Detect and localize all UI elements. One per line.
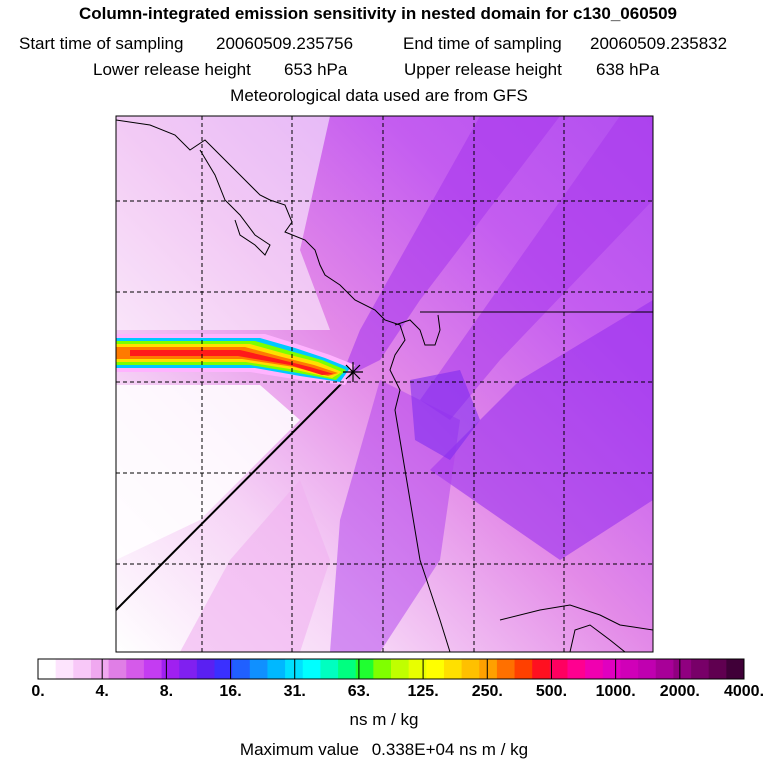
colorbar-cell: [443, 659, 462, 679]
colorbar-cell: [426, 659, 445, 679]
coastline: [116, 119, 451, 652]
colorbar-cell: [602, 659, 621, 679]
start-time-value: 20060509.235756: [216, 34, 354, 53]
colorbar-cell: [338, 659, 357, 679]
colorbar-cell: [285, 659, 304, 679]
colorbar-cell: [38, 659, 57, 679]
colorbar-tick-label: 2000.: [659, 683, 700, 700]
colorbar-tick-label: 63.: [347, 683, 371, 700]
colorbar-cell: [479, 659, 498, 679]
colorbar-cell: [126, 659, 145, 679]
border-line-2: [499, 604, 653, 631]
colorbar-cell: [673, 659, 692, 679]
colorbar-cell: [373, 659, 392, 679]
purple-band-1: [340, 116, 560, 380]
colorbar-cell: [532, 659, 551, 679]
colorbar-cell: [655, 659, 674, 679]
lower-release-value: 653 hPa: [284, 60, 348, 79]
colorbar-cell: [90, 659, 109, 679]
maximum-value: Maximum value 0.338E+04 ns m / kg: [0, 740, 768, 760]
colorbar-tick-label: 31.: [283, 683, 306, 700]
colorbar-tick-label: 0.: [31, 683, 45, 700]
dark-purple-cluster: [410, 370, 480, 460]
purple-band-3: [430, 300, 653, 560]
colorbar-cell: [249, 659, 268, 679]
colorbar-cell: [496, 659, 515, 679]
start-time-label: Start time of sampling: [19, 34, 184, 53]
plot-title: Column-integrated emission sensitivity i…: [78, 4, 678, 23]
colorbar-cell: [408, 659, 427, 679]
upper-release-value: 638 hPa: [596, 60, 660, 79]
colorbar-cell: [461, 659, 480, 679]
release-point-star: [343, 362, 363, 382]
light-band: [116, 116, 330, 330]
colorbar-tick-label: 8.: [159, 683, 174, 700]
colorbar-cell: [638, 659, 657, 679]
colorbar-cell: [143, 659, 162, 679]
colorbar-cell: [267, 659, 286, 679]
colorbar-cell: [320, 659, 339, 679]
plume-red: [130, 350, 334, 375]
colorbar-cell: [585, 659, 604, 679]
colorbar-cell: [302, 659, 321, 679]
colorbar-cell: [196, 659, 215, 679]
colorbar-cell: [214, 659, 233, 679]
met-data-note: Meteorological data used are from GFS: [230, 86, 528, 105]
colorbar-tick-label: 125.: [407, 683, 439, 700]
purple-band-4: [330, 380, 460, 652]
colorbar-tick-label: 4000.: [723, 683, 765, 700]
colorbar-tick-label: 4.: [95, 683, 109, 700]
colorbar-cell: [514, 659, 533, 679]
colorbar-cell: [691, 659, 710, 679]
colorbar-cell: [620, 659, 639, 679]
colorbar-cell: [108, 659, 127, 679]
max-value-number: 0.338E+04 ns m / kg: [371, 740, 529, 759]
colorbar-cell: [73, 659, 92, 679]
colorbar-cell: [161, 659, 180, 679]
colorbar-tick-label: 16.: [219, 683, 242, 700]
map-frame: [115, 115, 654, 653]
border-line-3: [569, 624, 626, 652]
colorbar-cell: [55, 659, 74, 679]
bay-outline: [394, 314, 441, 346]
colorbar-cell: [708, 659, 727, 679]
colorbar-tick-label: 500.: [535, 683, 568, 700]
colorbar-cell: [391, 659, 410, 679]
colorbar-cell: [726, 659, 745, 679]
lower-release-label: Lower release height: [93, 60, 251, 79]
end-time-value: 20060509.235832: [590, 34, 728, 53]
purple-band-2: [420, 116, 653, 420]
coastline-inner: [199, 149, 271, 256]
flight-track: [116, 371, 354, 611]
upper-release-label: Upper release height: [404, 60, 562, 79]
graticule: [116, 116, 653, 652]
colorbar-tick-label: 1000.: [595, 683, 636, 700]
max-value-label: Maximum value: [239, 740, 359, 759]
colorbar-cell: [549, 659, 568, 679]
colorbar-cell: [567, 659, 586, 679]
colorbar-cell: [179, 659, 198, 679]
colorbar-tick-label: 250.: [471, 683, 503, 700]
end-time-label: End time of sampling: [403, 34, 562, 53]
colorbar-units: ns m / kg: [349, 710, 419, 729]
colorbar-cell: [232, 659, 251, 679]
colorbar-cell: [355, 659, 374, 679]
